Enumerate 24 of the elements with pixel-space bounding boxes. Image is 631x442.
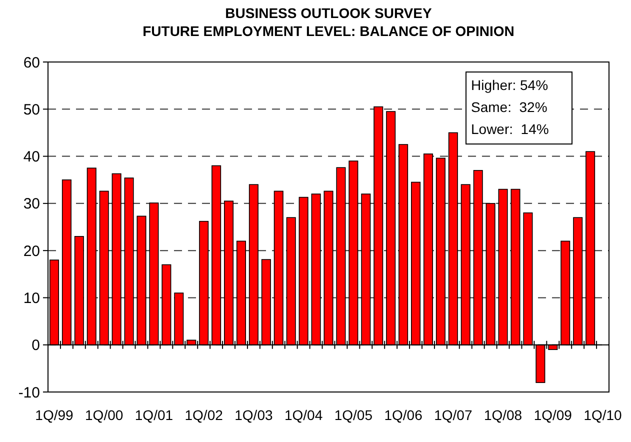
y-tick-label: -10 bbox=[18, 384, 40, 402]
x-tick-label: 1Q/01 bbox=[134, 407, 174, 423]
x-tick-label: 1Q/07 bbox=[434, 407, 472, 423]
x-tick-label: 1Q/06 bbox=[384, 407, 423, 423]
x-tick-label: 1Q/08 bbox=[484, 407, 522, 423]
x-tick-label: 1Q/10 bbox=[584, 407, 622, 423]
y-tick-label: 50 bbox=[23, 101, 40, 118]
y-tick-label: 30 bbox=[23, 196, 40, 213]
x-tick-label: 1Q/09 bbox=[534, 407, 572, 423]
x-tick-label: 1Q/00 bbox=[85, 407, 124, 423]
x-tick-label: 1Q/03 bbox=[234, 407, 273, 423]
annotation: Same: 32% bbox=[471, 99, 548, 115]
y-tick-label: 20 bbox=[23, 242, 40, 260]
x-tick-label: 1Q/02 bbox=[184, 407, 224, 423]
chart-title: BUSINESS OUTLOOK SURVEY FUTURE EMPLOYMENT LEVEL: BALANCE OF OPINION bbox=[142, 5, 514, 39]
annotation: Lower: 14% bbox=[471, 121, 549, 137]
annotation: Higher: 54% bbox=[471, 77, 548, 93]
y-tick-label: 60 bbox=[23, 54, 40, 72]
y-tick-label: 0 bbox=[32, 337, 40, 354]
x-tick-label: 1Q/04 bbox=[284, 407, 323, 423]
y-tick-label: 10 bbox=[23, 290, 40, 307]
x-tick-label: 1Q/99 bbox=[35, 407, 74, 423]
y-tick-label: 40 bbox=[23, 148, 40, 166]
x-tick-label: 1Q/05 bbox=[334, 407, 373, 423]
